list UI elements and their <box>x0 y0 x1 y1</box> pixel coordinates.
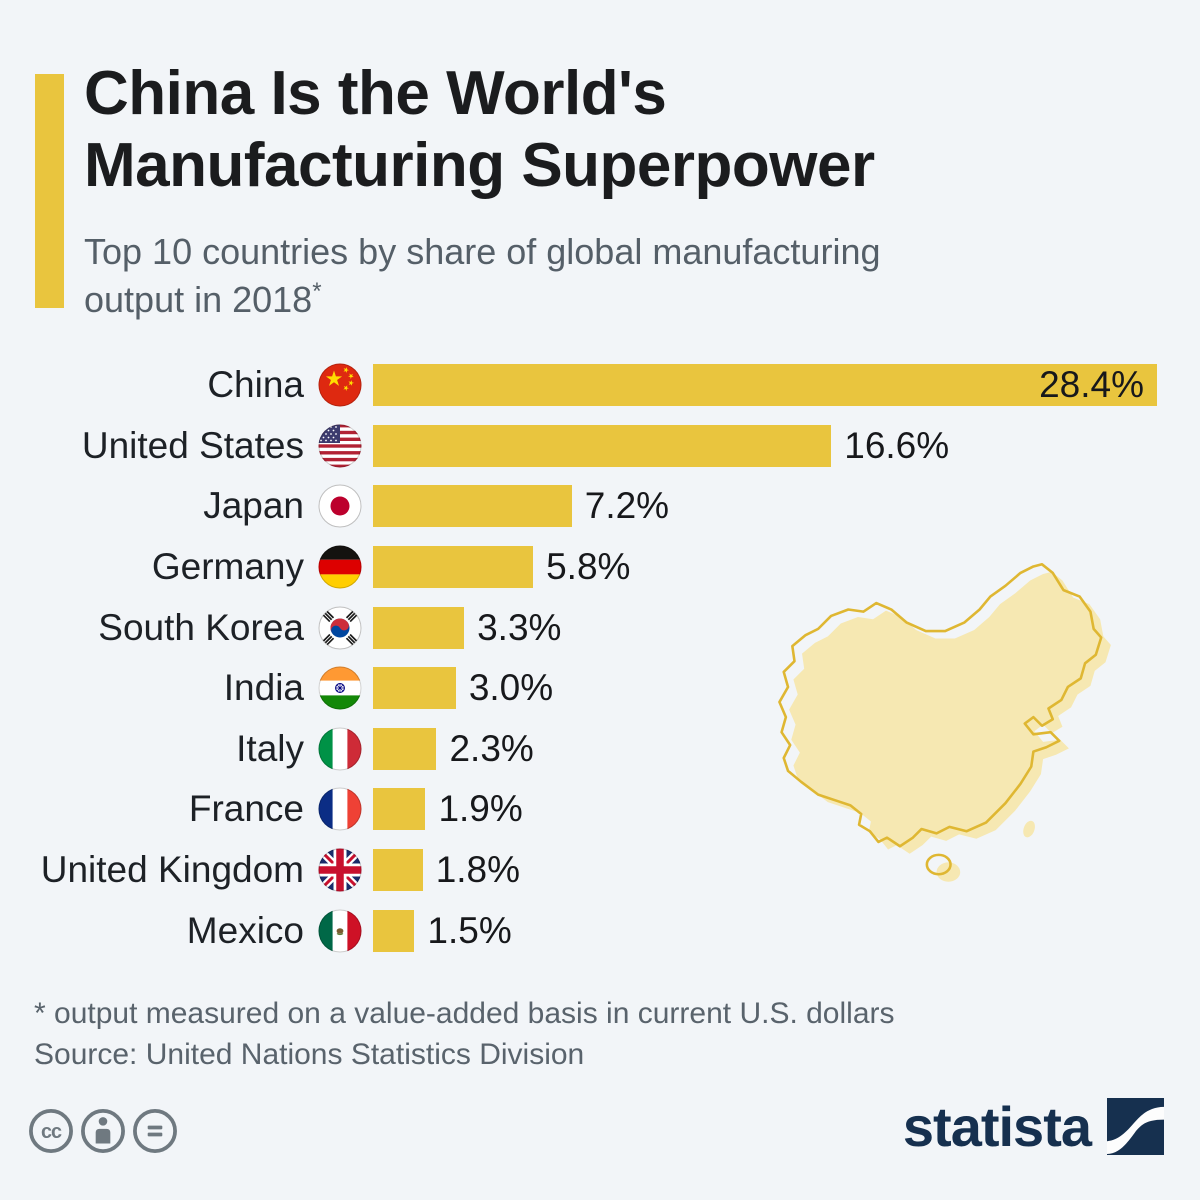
china-flag-icon <box>318 363 362 407</box>
bar-row-united-states: United States <box>0 416 1200 477</box>
bar-row-germany: Germany 5.8% <box>0 537 1200 598</box>
bar-row-italy: Italy 2.3% <box>0 719 1200 780</box>
statista-logo: statista <box>903 1098 1164 1155</box>
country-label: Mexico <box>186 909 304 951</box>
footnote-marker: * <box>312 278 322 305</box>
bar-row-mexico: Mexico 1.5% <box>0 900 1200 961</box>
statista-wave-icon <box>1107 1098 1164 1155</box>
footer-notes: * output measured on a value-added basis… <box>34 993 895 1075</box>
attribution-person-icon <box>81 1109 125 1153</box>
japan-flag-icon <box>318 484 362 528</box>
france-flag-icon <box>318 787 362 831</box>
bar <box>373 727 437 770</box>
bar-row-france: France 1.9% <box>0 779 1200 840</box>
bar-row-japan: Japan 7.2% <box>0 476 1200 537</box>
country-label: Italy <box>236 727 304 769</box>
value-label: 3.0% <box>468 667 554 709</box>
country-label: South Korea <box>98 606 304 648</box>
creative-commons-icon: cc <box>29 1109 73 1153</box>
china-map-silhouette <box>775 560 1111 890</box>
germany-flag-icon <box>318 545 362 589</box>
bar-row-united-kingdom: United Kingdom 1.8% <box>0 840 1200 901</box>
svg-text:cc: cc <box>41 1121 62 1143</box>
bar-row-china: China 28.4% <box>0 355 1200 416</box>
bar <box>373 424 832 467</box>
bar <box>373 788 426 831</box>
bar-chart: China 28.4% United States <box>0 355 1200 961</box>
value-label: 1.5% <box>427 909 512 951</box>
bar <box>373 909 415 952</box>
united-states-flag-icon <box>318 424 362 468</box>
country-label: France <box>188 788 304 830</box>
country-label: India <box>223 667 304 709</box>
title-accent-bar <box>35 74 64 308</box>
bar <box>373 546 534 589</box>
bar-row-india: India 3.0% <box>0 658 1200 719</box>
china-map-icon <box>778 563 1111 882</box>
value-label: 7.2% <box>584 485 670 527</box>
chart-subtitle: Top 10 countries by share of global manu… <box>84 231 881 320</box>
bar: 28.4% <box>373 364 1157 407</box>
bar <box>373 667 456 710</box>
value-label: 28.4% <box>1039 364 1144 406</box>
italy-flag-icon <box>318 727 362 771</box>
country-label: United Kingdom <box>40 849 304 891</box>
equals-icon <box>133 1109 177 1153</box>
bar <box>373 485 572 528</box>
united-kingdom-flag-icon <box>318 848 362 892</box>
mexico-flag-icon <box>318 909 362 953</box>
statista-wordmark: statista <box>902 1095 1092 1158</box>
country-label: United States <box>81 424 304 466</box>
value-label: 1.9% <box>438 788 523 830</box>
india-flag-icon <box>318 666 362 710</box>
value-label: 16.6% <box>844 424 950 466</box>
south-korea-flag-icon <box>318 606 362 650</box>
bar-row-south-korea: South Korea <box>0 597 1200 658</box>
value-label: 2.3% <box>449 727 534 769</box>
bar <box>373 849 423 892</box>
source: Source: United Nations Statistics Divisi… <box>34 1038 585 1071</box>
value-label: 1.8% <box>435 849 521 891</box>
license-icons: cc <box>28 1108 178 1154</box>
value-label: 3.3% <box>477 606 562 648</box>
value-label: 5.8% <box>546 546 631 588</box>
country-label: China <box>207 364 304 406</box>
country-label: Germany <box>151 546 304 588</box>
page-title: China Is the World's Manufacturing Superp… <box>84 59 875 200</box>
footnote: * output measured on a value-added basis… <box>34 997 895 1030</box>
bar <box>373 606 465 649</box>
country-label: Japan <box>203 485 304 527</box>
